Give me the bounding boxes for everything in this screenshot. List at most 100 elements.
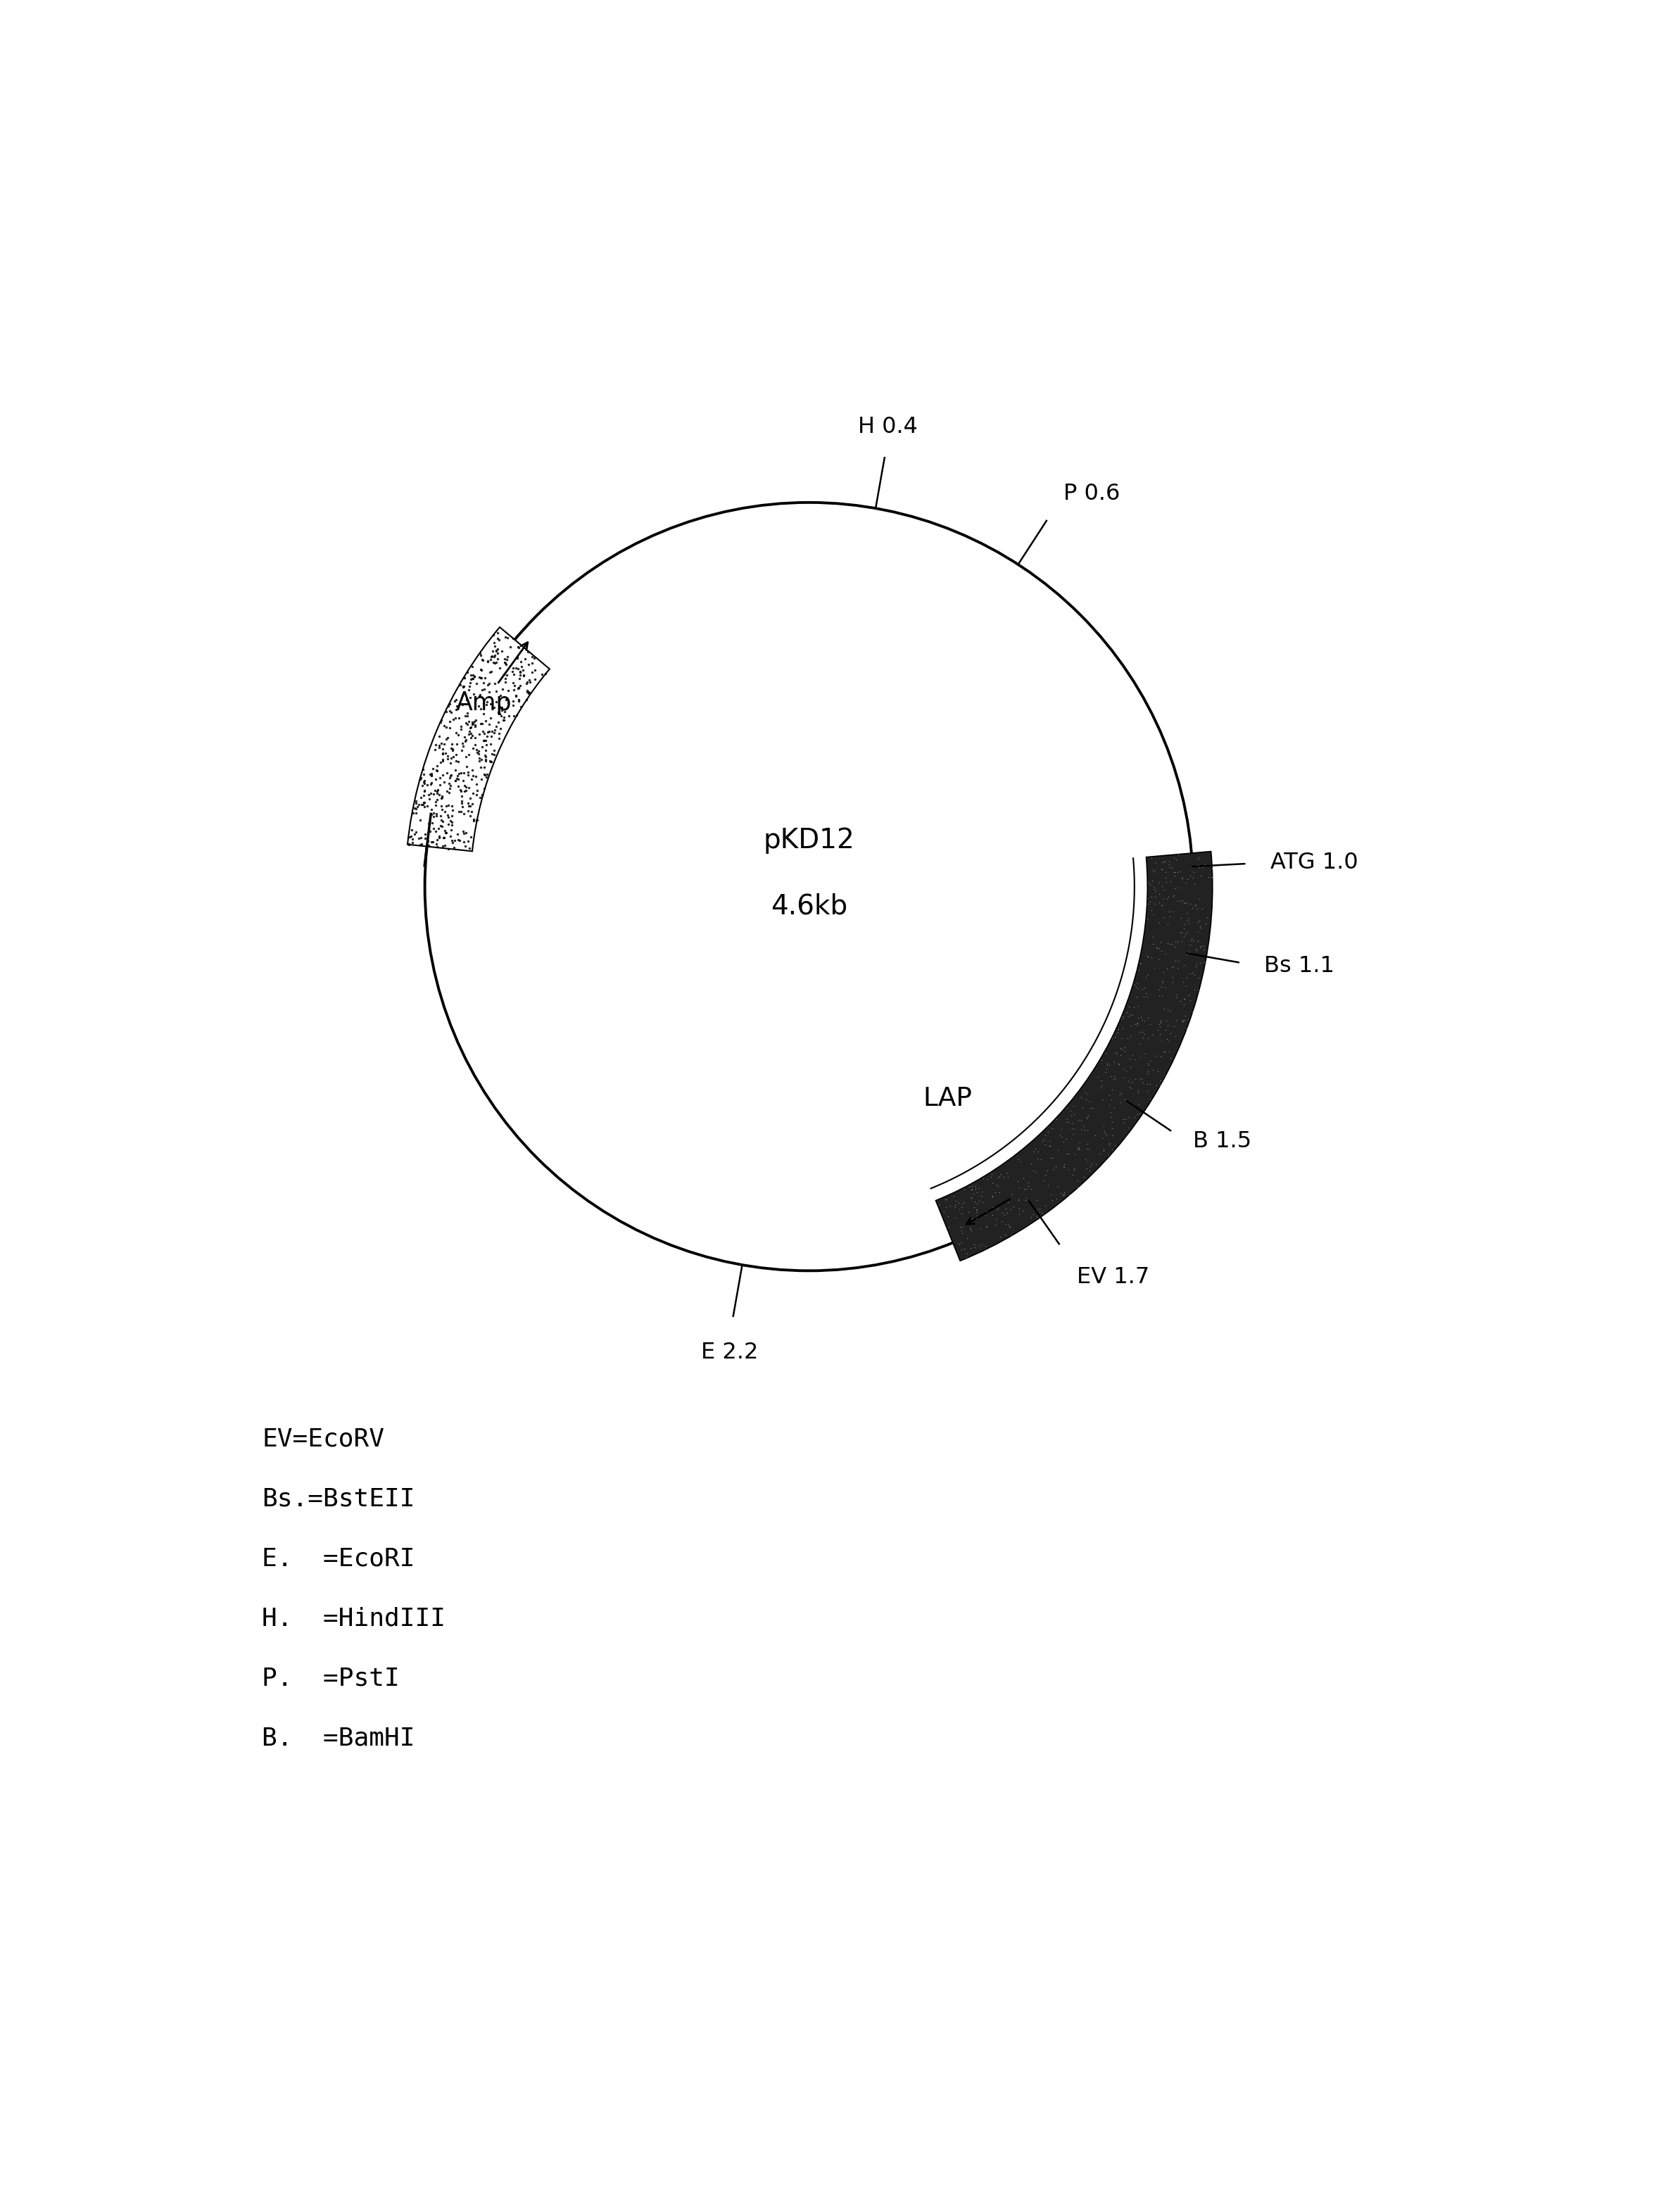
Point (1050, 1150, 1077, 1185)
Point (1110, 1060, 1137, 1095)
Point (956, 1169, 983, 1205)
Point (1176, 928, 1203, 963)
Point (1068, 1079, 1095, 1115)
Point (1127, 1000, 1154, 1036)
Point (447, 823, 474, 858)
Point (1152, 970, 1179, 1005)
Point (432, 827, 459, 862)
Point (1023, 1191, 1050, 1226)
Point (445, 717, 472, 753)
Point (1146, 972, 1173, 1007)
Point (455, 717, 482, 753)
Point (487, 649, 514, 685)
Point (1090, 1132, 1117, 1167)
Point (1183, 932, 1210, 968)
Point (1037, 1123, 1063, 1158)
Text: EV=EcoRV: EV=EcoRV (262, 1426, 385, 1450)
Point (1055, 1152, 1082, 1187)
Point (467, 660, 494, 695)
Point (1144, 864, 1171, 900)
Point (1075, 1084, 1102, 1119)
Point (1099, 1106, 1126, 1141)
Point (1010, 1194, 1037, 1229)
Point (479, 713, 506, 748)
Point (1109, 1075, 1136, 1110)
Point (1048, 1112, 1075, 1147)
Point (1055, 1136, 1082, 1172)
Point (452, 724, 479, 759)
Point (1124, 1005, 1151, 1040)
Point (425, 772, 452, 807)
Point (417, 814, 444, 849)
Point (484, 636, 511, 671)
Point (1134, 886, 1161, 921)
Point (465, 678, 492, 713)
Point (961, 1185, 988, 1220)
Point (1141, 871, 1168, 906)
Point (1174, 1003, 1201, 1038)
Point (400, 825, 427, 860)
Point (978, 1156, 1005, 1191)
Point (423, 796, 450, 832)
Point (1163, 924, 1189, 959)
Point (410, 790, 437, 825)
Point (507, 658, 534, 693)
Point (499, 621, 526, 656)
Point (1134, 979, 1161, 1014)
Point (423, 799, 450, 834)
Point (1156, 1016, 1183, 1051)
Point (438, 731, 465, 766)
Point (412, 766, 438, 801)
Point (1141, 880, 1168, 915)
Point (477, 700, 504, 735)
Point (491, 693, 517, 728)
Point (507, 649, 534, 685)
Point (410, 764, 437, 799)
Point (457, 788, 484, 823)
Point (1048, 1119, 1075, 1154)
Point (1112, 1053, 1139, 1088)
Point (440, 702, 467, 737)
Point (450, 669, 477, 704)
Point (1156, 849, 1183, 884)
Point (958, 1172, 984, 1207)
Point (1090, 1132, 1117, 1167)
Point (1065, 1130, 1092, 1165)
Point (1137, 893, 1164, 928)
Point (1100, 1060, 1127, 1095)
Point (1151, 880, 1178, 915)
Point (420, 777, 447, 812)
Point (442, 764, 469, 799)
Point (516, 663, 543, 698)
Point (479, 737, 506, 772)
Point (1126, 1027, 1152, 1062)
Point (1109, 1020, 1136, 1055)
Point (452, 816, 479, 851)
Point (1089, 1062, 1116, 1097)
Point (455, 757, 482, 792)
Text: LAP: LAP (922, 1086, 973, 1110)
Point (1134, 1053, 1161, 1088)
Point (403, 790, 430, 825)
Point (502, 698, 529, 733)
Point (936, 1209, 963, 1244)
Point (1176, 906, 1203, 941)
Point (1181, 972, 1208, 1007)
Point (402, 814, 428, 849)
Point (484, 614, 511, 649)
Point (442, 823, 469, 858)
Point (480, 733, 507, 768)
Point (1191, 847, 1218, 882)
Point (1171, 886, 1198, 921)
Point (958, 1211, 984, 1246)
Point (425, 728, 452, 764)
Point (1095, 1136, 1122, 1172)
Point (472, 687, 499, 722)
Point (432, 735, 459, 770)
Point (1173, 895, 1200, 930)
Point (1045, 1169, 1072, 1205)
Point (459, 753, 486, 788)
Point (948, 1196, 974, 1231)
Point (932, 1189, 959, 1224)
Point (433, 772, 460, 807)
